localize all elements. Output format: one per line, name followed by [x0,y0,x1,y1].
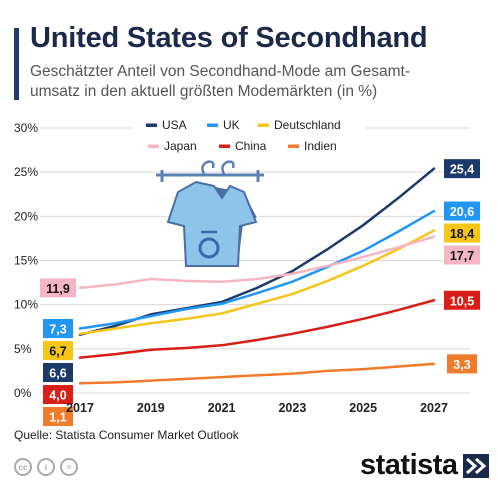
page-title: United States of Secondhand [30,22,428,54]
legend-swatch [148,144,159,148]
value-label: 11,9 [46,282,70,296]
person-icon[interactable]: i [37,458,55,476]
series-line [78,229,436,336]
value-label-box [43,341,73,361]
y-tick-label: 30% [14,121,38,135]
series-lines [78,167,436,385]
value-label-box [444,223,480,243]
series-line [78,235,436,290]
grid-lines [40,127,470,394]
legend-background [132,113,366,157]
value-label-box [43,385,73,405]
value-label-box [444,245,480,265]
x-tick-label: 2025 [349,401,377,415]
value-label-box [43,319,73,339]
legend-label: Deutschland [274,118,341,132]
x-tick-label: 2027 [420,401,448,415]
statista-logo: statista [360,449,489,482]
source-note: Quelle: Statista Consumer Market Outlook [14,428,239,442]
value-label: 10,5 [450,294,474,308]
legend-swatch [207,123,218,127]
legend-label: China [235,139,267,153]
value-label: 3,3 [453,358,470,372]
y-tick-label: 15% [14,254,38,268]
value-label: 6,7 [49,345,66,359]
value-label: 18,4 [450,227,474,241]
axis-labels: 0% 5% 10% 15% 20% 25% 30% 2017 2019 2021 2023 2025 2… [14,121,448,415]
value-label: 17,7 [450,249,474,263]
series-line [78,299,436,359]
x-tick-label: 2023 [278,401,306,415]
value-label-box [447,354,477,374]
value-label: 4,0 [49,389,66,403]
value-label-box [444,201,480,221]
value-label: 20,6 [450,205,474,219]
y-tick-label: 25% [14,165,38,179]
x-tick-label: 2017 [66,401,94,415]
legend-label: Japan [164,139,197,153]
value-label-box [43,407,73,427]
y-tick-label: 0% [14,386,32,400]
x-tick-label: 2019 [137,401,165,415]
cc-icon[interactable]: cc [14,458,32,476]
legend-swatch [258,123,269,127]
chart-subtitle: Geschätzter Anteil von Secondhand-Mode a… [30,63,410,100]
legend-label: UK [223,118,240,132]
series-line [78,362,436,385]
title-accent-bar [14,28,19,100]
value-label: 1,1 [49,411,66,425]
legend-label: Indien [304,139,337,153]
equals-icon[interactable]: = [60,458,78,476]
series-line [78,209,436,330]
value-label: 7,3 [49,323,66,337]
x-tick-label: 2021 [208,401,236,415]
y-tick-label: 5% [14,342,32,356]
license-icons: cc i = [14,458,78,476]
legend-swatch [146,123,157,127]
value-label-box [444,290,480,310]
legend-swatch [288,144,299,148]
value-label-box [43,363,73,383]
value-label-box [40,278,76,298]
value-label-box [444,159,480,179]
statista-mark-icon [462,453,489,478]
legend-label: USA [162,118,187,132]
value-label: 6,6 [49,367,66,381]
legend-swatch [219,144,230,148]
value-label: 25,4 [450,163,474,177]
legend: USA UK Deutschland Japan China Indien [132,113,366,157]
y-tick-label: 20% [14,209,38,223]
value-labels: 11,9 7,3 6,7 6,6 4,0 1,1 25,4 20,6 18,4 17,7 10,5 3… [40,159,480,427]
clothes-rack-icon [156,160,264,267]
brand-name: statista [360,449,458,481]
y-tick-label: 10% [14,298,38,312]
